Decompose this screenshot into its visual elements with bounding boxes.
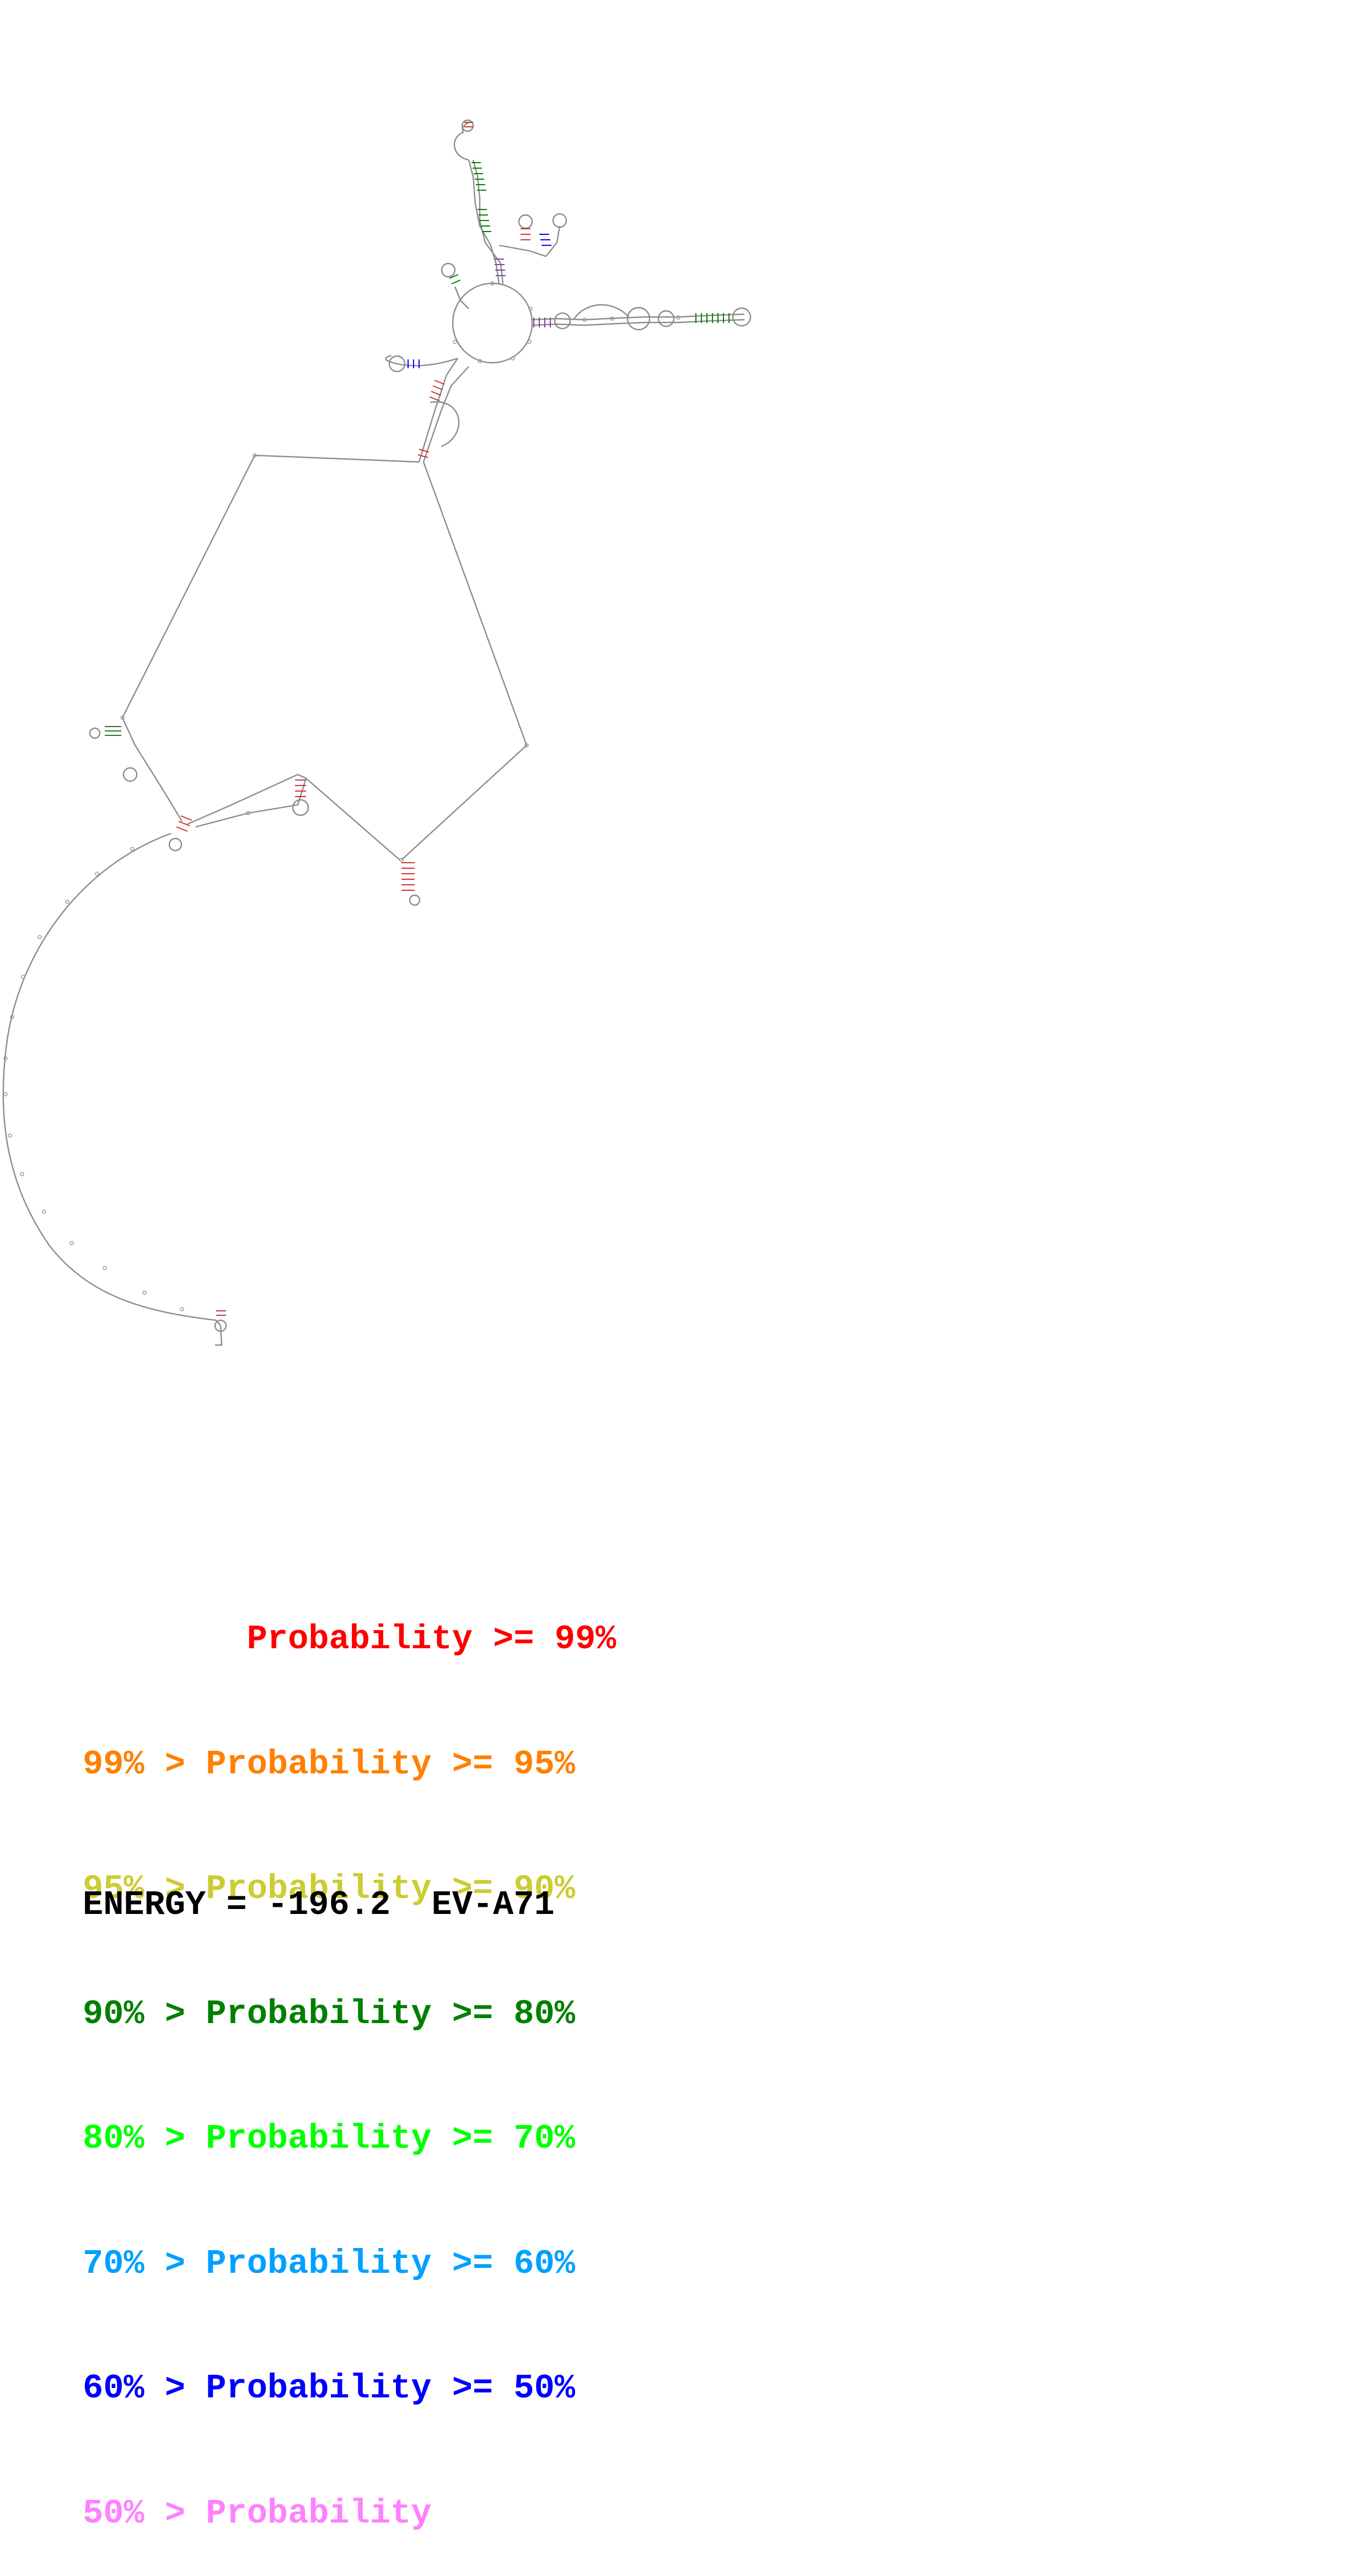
right-loop-2 xyxy=(626,306,651,331)
backbone-right-hairpin-arm xyxy=(532,313,745,321)
left-loop-2 xyxy=(388,355,406,373)
left-loop-1 xyxy=(441,262,456,278)
sequence-name: EV-A71 xyxy=(431,1885,555,1924)
legend-range-high: >= 90% xyxy=(452,1869,576,1908)
stem-tail xyxy=(216,1310,226,1316)
lower-right-loop xyxy=(409,894,421,906)
backbone-top-right xyxy=(498,225,561,257)
nucleotide-dots xyxy=(3,281,680,1311)
legend-row-70: 80% > Probability >= 70% xyxy=(83,2118,616,2160)
legend-label: Probability xyxy=(206,1994,432,2034)
legend-label: Probability xyxy=(206,2493,432,2533)
right-arc xyxy=(572,304,629,320)
backbone-middle xyxy=(195,777,400,861)
backbone-top-stem xyxy=(468,159,500,284)
lower-left-loop xyxy=(89,727,101,739)
backbone-upper-left xyxy=(384,354,458,367)
legend-sep: > xyxy=(164,1869,186,1908)
legend-range-low: 60% xyxy=(83,2369,144,2408)
legend-range-high: >= 80% xyxy=(452,1994,576,2034)
legend-range-high: >= 99% xyxy=(493,1620,617,1659)
stem-top-mid xyxy=(494,259,506,276)
legend-range-low: 50% xyxy=(83,2493,144,2533)
backbone-outer-loop xyxy=(121,454,420,718)
legend-row-80: 90% > Probability >= 80% xyxy=(83,1993,616,2035)
legend-range-high: >= 70% xyxy=(452,2119,576,2158)
stem-left-green xyxy=(449,274,461,284)
stem-left-blue xyxy=(408,359,420,368)
backbone-right-hairpin-arm-2 xyxy=(532,319,745,326)
energy-label: ENERGY = xyxy=(83,1885,267,1924)
energy-value: -196.2 xyxy=(267,1885,391,1924)
legend-row-95: 99% > Probability >= 95% xyxy=(83,1744,616,1786)
stem-top-green xyxy=(471,162,491,232)
right-loop-3 xyxy=(657,310,675,327)
stem-top-right-2 xyxy=(539,234,551,246)
top-arc xyxy=(453,121,469,161)
legend-range-high: >= 50% xyxy=(452,2369,576,2408)
backbone-left-lower xyxy=(121,717,183,822)
stem-lower xyxy=(417,380,445,458)
legend-row-50: 60% > Probability >= 50% xyxy=(83,2368,616,2410)
legend-sep: > xyxy=(164,1994,186,2034)
backbone-middle-2 xyxy=(187,773,307,825)
top-right-loop-2 xyxy=(552,213,567,228)
backbone-tail-end xyxy=(215,1320,223,1346)
left-inner-arc xyxy=(430,401,460,448)
legend-label: Probability xyxy=(246,1620,473,1659)
backbone-tail-arc xyxy=(2,832,217,1321)
lower-mid-loop-2 xyxy=(168,837,183,852)
legend-sep: > xyxy=(164,2244,186,2283)
legend-range-low: 99% xyxy=(83,1744,144,1784)
legend-sep: > xyxy=(164,2369,186,2408)
legend-row-below-50: 50% > Probability xyxy=(83,2493,616,2535)
stem-lower-mid xyxy=(295,779,306,797)
rna-backbone xyxy=(2,119,752,1346)
stem-right xyxy=(533,318,551,327)
rna-secondary-structure-diagram xyxy=(2,119,752,1346)
legend-range-low: 90% xyxy=(83,1994,144,2034)
legend-row-99: Probability >= 99% xyxy=(83,1618,617,1660)
backbone-top-stem-2 xyxy=(472,159,504,284)
legend-range-high: >= 95% xyxy=(452,1744,576,1784)
legend-row-90: 95% > Probability >= 90% xyxy=(83,1868,616,1910)
legend-range-low: 70% xyxy=(83,2244,144,2283)
right-terminal-loop xyxy=(732,307,752,327)
backbone-upper-stem-2 xyxy=(422,366,469,463)
right-loop-1 xyxy=(554,312,571,330)
top-right-loop-1 xyxy=(518,214,533,229)
legend-range-high: >= 60% xyxy=(452,2244,576,2283)
stem-top-right xyxy=(521,228,530,240)
tail-end-loop xyxy=(214,1319,227,1332)
legend-range-low: 80% xyxy=(83,2119,144,2158)
stem-lower-right xyxy=(401,862,415,891)
legend-label: Probability xyxy=(206,1869,432,1908)
rna-stems xyxy=(105,122,730,1316)
legend-label: Probability xyxy=(206,2369,432,2408)
stem-lower-mid-left xyxy=(176,815,192,832)
multiloop-ring xyxy=(452,282,533,364)
legend-label: Probability xyxy=(206,2244,432,2283)
energy-readout: ENERGY = -196.2 EV-A71 xyxy=(83,1885,555,1924)
lower-mid-loop xyxy=(292,799,309,816)
backbone-upper-stem xyxy=(418,358,458,463)
stem-lower-left xyxy=(105,726,121,736)
top-terminal-loop xyxy=(461,119,474,132)
stem-right-green xyxy=(695,313,730,323)
legend-row-60: 70% > Probability >= 60% xyxy=(83,2243,616,2285)
lower-left-loop-2 xyxy=(122,767,138,782)
legend-sep: > xyxy=(164,1744,186,1784)
legend-sep: > xyxy=(164,2119,186,2158)
legend-label: Probability xyxy=(206,1744,432,1784)
stem-top xyxy=(464,122,473,127)
probability-legend: Probability >= 99% 99% > Probability >= … xyxy=(83,1535,616,2576)
legend-range-low: 95% xyxy=(83,1869,144,1908)
legend-label: Probability xyxy=(206,2119,432,2158)
legend-sep: > xyxy=(164,2493,186,2533)
backbone-right-arm xyxy=(401,461,528,861)
backbone-left-branch xyxy=(454,286,469,309)
